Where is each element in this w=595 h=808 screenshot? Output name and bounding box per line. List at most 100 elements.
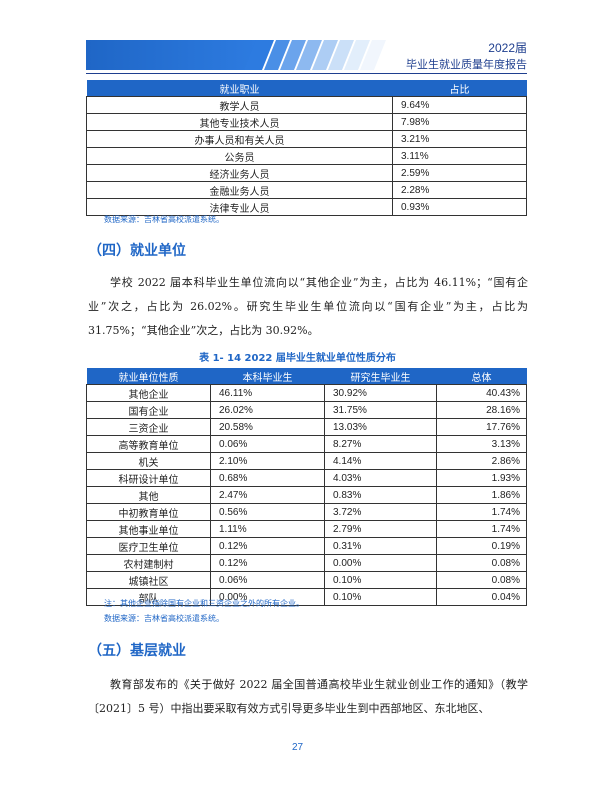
table-cell: 2.47%: [210, 486, 325, 504]
table-cell: 城镇社区: [86, 571, 211, 589]
table-row: 机关 2.10% 4.14% 2.86%: [86, 452, 527, 470]
table-cell: 8.27%: [324, 435, 437, 453]
table-row: 其他企业 46.11% 30.92% 40.43%: [86, 384, 527, 402]
table-header-row: 就业单位性质 本科毕业生 研究生毕业生 总体: [86, 368, 527, 385]
table-cell: 2.86%: [436, 452, 527, 470]
table-cell: 9.64%: [392, 96, 527, 114]
table-cell: 法律专业人员: [86, 198, 393, 216]
table-cell: 公务员: [86, 147, 393, 165]
table-cell: 0.08%: [436, 571, 527, 589]
header-year: 2022届: [488, 41, 527, 55]
table-cell: 3.21%: [392, 130, 527, 148]
table-cell: 28.16%: [436, 401, 527, 419]
section5-paragraph: 教育部发布的《关于做好 2022 届全国普通高校毕业生就业创业工作的通知》（教学…: [88, 678, 528, 715]
table-cell: 0.93%: [392, 198, 527, 216]
header-divider: [86, 73, 527, 74]
table-cell: 机关: [86, 452, 211, 470]
table-cell: 40.43%: [436, 384, 527, 402]
page-number: 27: [291, 742, 304, 753]
table-cell: 其他事业单位: [86, 520, 211, 538]
table-row: 金融业务人员 2.28%: [86, 181, 527, 199]
col-header: 研究生毕业生: [324, 368, 437, 385]
table-cell: 1.11%: [210, 520, 325, 538]
table-header-row: 就业职业 占比: [86, 80, 527, 97]
table-cell: 1.93%: [436, 469, 527, 487]
col-header: 就业职业: [86, 80, 393, 97]
table-row: 科研设计单位 0.68% 4.03% 1.93%: [86, 469, 527, 487]
table-cell: 30.92%: [324, 384, 437, 402]
table-cell: 7.98%: [392, 113, 527, 131]
table-cell: 2.59%: [392, 164, 527, 182]
table-cell: 17.76%: [436, 418, 527, 436]
table-cell: 2.10%: [210, 452, 325, 470]
table-cell: 0.19%: [436, 537, 527, 555]
table-cell: 4.14%: [324, 452, 437, 470]
table-cell: 经济业务人员: [86, 164, 393, 182]
table-cell: 3.11%: [392, 147, 527, 165]
col-header: 占比: [392, 80, 527, 97]
table-cell: 4.03%: [324, 469, 437, 487]
table-cell: 0.12%: [210, 537, 325, 555]
table-row: 教学人员 9.64%: [86, 96, 527, 114]
table-row: 城镇社区 0.06% 0.10% 0.08%: [86, 571, 527, 589]
section4-paragraph: 学校 2022 届本科毕业生单位流向以“其他企业”为主，占比为 46.11%；“…: [88, 276, 528, 337]
table2-note: 注：其他企业指除国有企业和三资企业之外的所有企业。: [104, 599, 304, 608]
table-cell: 中初教育单位: [86, 503, 211, 521]
employer-type-table: 就业单位性质 本科毕业生 研究生毕业生 总体 其他企业 46.11% 30.92% 4…: [86, 368, 527, 606]
table-row: 其他 2.47% 0.83% 1.86%: [86, 486, 527, 504]
table-row: 公务员 3.11%: [86, 147, 527, 165]
table-cell: 0.68%: [210, 469, 325, 487]
table2-source: 数据来源：吉林省高校派遣系统。: [104, 614, 224, 623]
col-header: 就业单位性质: [86, 368, 211, 385]
col-header: 本科毕业生: [210, 368, 325, 385]
occupation-table: 就业职业 占比 教学人员 9.64% 其他专业技术人员 7.98% 办事人员和有关人员 3…: [86, 80, 527, 216]
table-cell: 46.11%: [210, 384, 325, 402]
table-cell: 其他专业技术人员: [86, 113, 393, 131]
table-cell: 0.08%: [436, 554, 527, 572]
table-cell: 教学人员: [86, 96, 393, 114]
table-row: 高等教育单位 0.06% 8.27% 3.13%: [86, 435, 527, 453]
table-caption: 表 1- 14 2022 届毕业生就业单位性质分布: [199, 353, 396, 364]
table-cell: 31.75%: [324, 401, 437, 419]
section-title: （四）就业单位: [88, 243, 186, 259]
table-row: 部队 0.00% 0.10% 0.04%: [86, 588, 527, 606]
table-cell: 0.06%: [210, 571, 325, 589]
table-cell: 0.00%: [324, 554, 437, 572]
table-cell: 0.12%: [210, 554, 325, 572]
table1-source: 数据来源：吉林省高校派遣系统。: [104, 215, 224, 224]
table-cell: 1.86%: [436, 486, 527, 504]
table-cell: 0.00%: [210, 588, 325, 606]
table-cell: 金融业务人员: [86, 181, 393, 199]
table-row: 其他专业技术人员 7.98%: [86, 113, 527, 131]
col-header: 总体: [436, 368, 527, 385]
table-cell: 0.10%: [324, 571, 437, 589]
header-banner: [86, 40, 386, 70]
table-cell: 3.72%: [324, 503, 437, 521]
table-row: 其他事业单位 1.11% 2.79% 1.74%: [86, 520, 527, 538]
table-cell: 2.28%: [392, 181, 527, 199]
table-cell: 三资企业: [86, 418, 211, 436]
table-cell: 0.31%: [324, 537, 437, 555]
table-row: 法律专业人员 0.93%: [86, 198, 527, 216]
table-row: 中初教育单位 0.56% 3.72% 1.74%: [86, 503, 527, 521]
table-cell: 其他: [86, 486, 211, 504]
section-title: （五）基层就业: [88, 643, 186, 659]
table-cell: 13.03%: [324, 418, 437, 436]
table-cell: 1.74%: [436, 503, 527, 521]
table-cell: 国有企业: [86, 401, 211, 419]
table-cell: 3.13%: [436, 435, 527, 453]
table-row: 办事人员和有关人员 3.21%: [86, 130, 527, 148]
table-cell: 办事人员和有关人员: [86, 130, 393, 148]
table-cell: 其他企业: [86, 384, 211, 402]
table-cell: 0.06%: [210, 435, 325, 453]
table-row: 农村建制村 0.12% 0.00% 0.08%: [86, 554, 527, 572]
table-cell: 20.58%: [210, 418, 325, 436]
table-cell: 农村建制村: [86, 554, 211, 572]
table-row: 医疗卫生单位 0.12% 0.31% 0.19%: [86, 537, 527, 555]
header-title: 毕业生就业质量年度报告: [406, 58, 527, 71]
table-row: 经济业务人员 2.59%: [86, 164, 527, 182]
table-cell: 医疗卫生单位: [86, 537, 211, 555]
table-row: 三资企业 20.58% 13.03% 17.76%: [86, 418, 527, 436]
table-cell: 0.56%: [210, 503, 325, 521]
table-cell: 1.74%: [436, 520, 527, 538]
